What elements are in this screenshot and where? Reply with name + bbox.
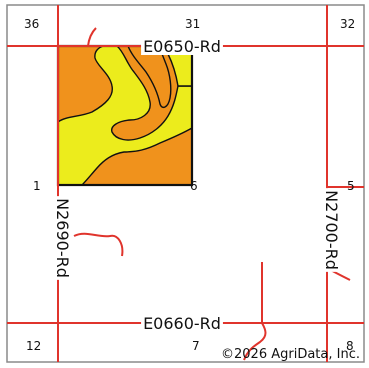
road-label-west: N2690-Rd (53, 198, 72, 278)
road-curve-north (87, 27, 97, 47)
road-label-backdrop (141, 38, 223, 55)
road-labels: E0650-Rd E0660-Rd N2690-Rd N2700-Rd (53, 37, 341, 333)
section-label-36: 36 (24, 17, 39, 31)
map-frame (6, 4, 365, 363)
section-label-6: 6 (190, 179, 198, 193)
road-label-backdrop (54, 196, 71, 280)
soil-unit-yellow (57, 45, 193, 186)
field-parcel (56, 44, 194, 187)
road-label-east: N2700-Rd (322, 190, 341, 270)
creek-line-west (73, 232, 124, 257)
section-label-8: 8 (346, 339, 354, 353)
section-labels: 36 31 32 1 6 5 12 7 8 (24, 17, 355, 353)
section-label-7: 7 (192, 339, 200, 353)
section-label-1: 1 (33, 179, 41, 193)
road-curve-south (243, 322, 267, 361)
section-label-12: 12 (26, 339, 41, 353)
section-label-5: 5 (347, 179, 355, 193)
road-label-south: E0660-Rd (143, 314, 221, 333)
section-label-31: 31 (185, 17, 200, 31)
road-label-backdrop (323, 188, 340, 272)
section-label-32: 32 (340, 17, 355, 31)
copyright-text: ©2026 AgriData, Inc. (221, 347, 360, 362)
road-label-backdrop (141, 315, 223, 332)
road-label-north: E0650-Rd (143, 37, 221, 56)
soil-unit-orange-pocket (126, 45, 172, 109)
